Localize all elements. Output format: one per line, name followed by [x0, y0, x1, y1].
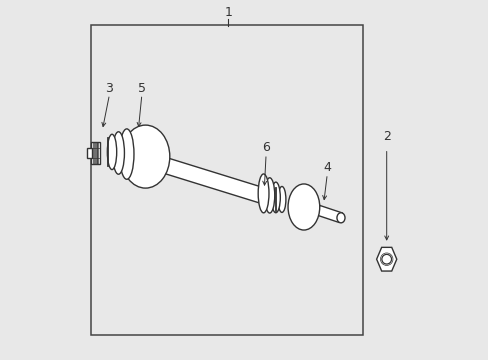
Text: 1: 1: [224, 6, 232, 19]
Text: 4: 4: [323, 161, 330, 174]
Ellipse shape: [277, 186, 285, 212]
Text: 3: 3: [105, 82, 113, 95]
Ellipse shape: [107, 134, 117, 170]
Bar: [91, 25, 363, 335]
Polygon shape: [157, 156, 270, 205]
Text: 2: 2: [382, 130, 390, 143]
Bar: [87, 148, 92, 158]
Bar: [91, 142, 100, 164]
Polygon shape: [316, 206, 342, 222]
Ellipse shape: [287, 184, 319, 230]
Text: 6: 6: [262, 141, 269, 154]
Ellipse shape: [264, 178, 274, 213]
Text: 5: 5: [138, 82, 145, 95]
Ellipse shape: [336, 213, 345, 223]
Ellipse shape: [271, 182, 280, 213]
Ellipse shape: [121, 125, 169, 188]
Polygon shape: [376, 247, 396, 271]
Ellipse shape: [258, 174, 268, 213]
Ellipse shape: [112, 132, 124, 174]
Ellipse shape: [120, 129, 134, 179]
